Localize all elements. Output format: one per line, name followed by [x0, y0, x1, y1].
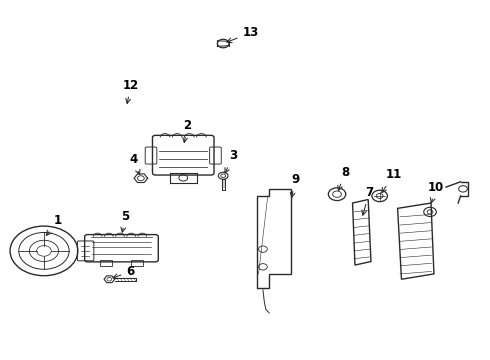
Text: 11: 11	[382, 168, 402, 193]
Text: 5: 5	[121, 210, 130, 232]
Text: 1: 1	[47, 214, 62, 235]
Text: 9: 9	[290, 173, 299, 197]
Text: 10: 10	[428, 181, 444, 203]
Text: 3: 3	[225, 149, 238, 173]
Text: 8: 8	[338, 166, 349, 190]
Text: 6: 6	[113, 265, 135, 279]
Text: 4: 4	[130, 153, 140, 175]
Text: 12: 12	[123, 78, 139, 103]
Text: 2: 2	[183, 118, 192, 143]
Text: 13: 13	[227, 26, 259, 42]
Text: 7: 7	[362, 186, 373, 215]
